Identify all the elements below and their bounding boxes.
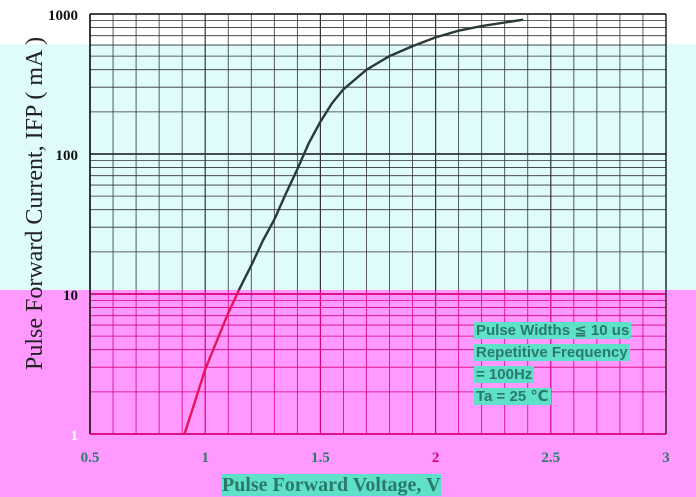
x-tick-label: 2.5 xyxy=(541,450,560,466)
x-tick-label: 3 xyxy=(662,450,670,466)
annotation-line: Pulse Widths ≦ 10 us xyxy=(474,322,632,339)
x-tick-label: 1.5 xyxy=(311,450,330,466)
y-axis-label: Pulse Forward Current, IFP ( mA ) xyxy=(22,37,58,370)
test-conditions-annotation: Pulse Widths ≦ 10 us Repetitive Frequenc… xyxy=(474,320,664,408)
grid xyxy=(89,13,667,435)
y-axis-label-text: Pulse Forward Current, IFP ( mA ) xyxy=(22,36,48,370)
x-tick-label: 0.5 xyxy=(81,450,100,466)
x-axis-label-text: Pulse Forward Voltage, V xyxy=(222,474,441,496)
x-tick-label: 2 xyxy=(432,450,440,466)
x-axis-label: Pulse Forward Voltage, V xyxy=(222,474,562,496)
annotation-line: Repetitive Frequency xyxy=(474,344,630,361)
y-tick-label: 100 xyxy=(56,148,79,164)
y-tick-label: 10 xyxy=(63,288,78,304)
annotation-line: = 100Hz xyxy=(474,366,535,383)
series-line-lower xyxy=(183,290,241,435)
y-tick-label: 1 xyxy=(71,428,79,444)
series-line-upper xyxy=(237,18,524,290)
axes xyxy=(89,13,667,435)
x-tick-label: 1 xyxy=(201,450,209,466)
y-tick-label: 1000 xyxy=(48,8,78,24)
series xyxy=(183,18,524,435)
annotation-line: Ta = 25 ℃ xyxy=(474,388,551,405)
